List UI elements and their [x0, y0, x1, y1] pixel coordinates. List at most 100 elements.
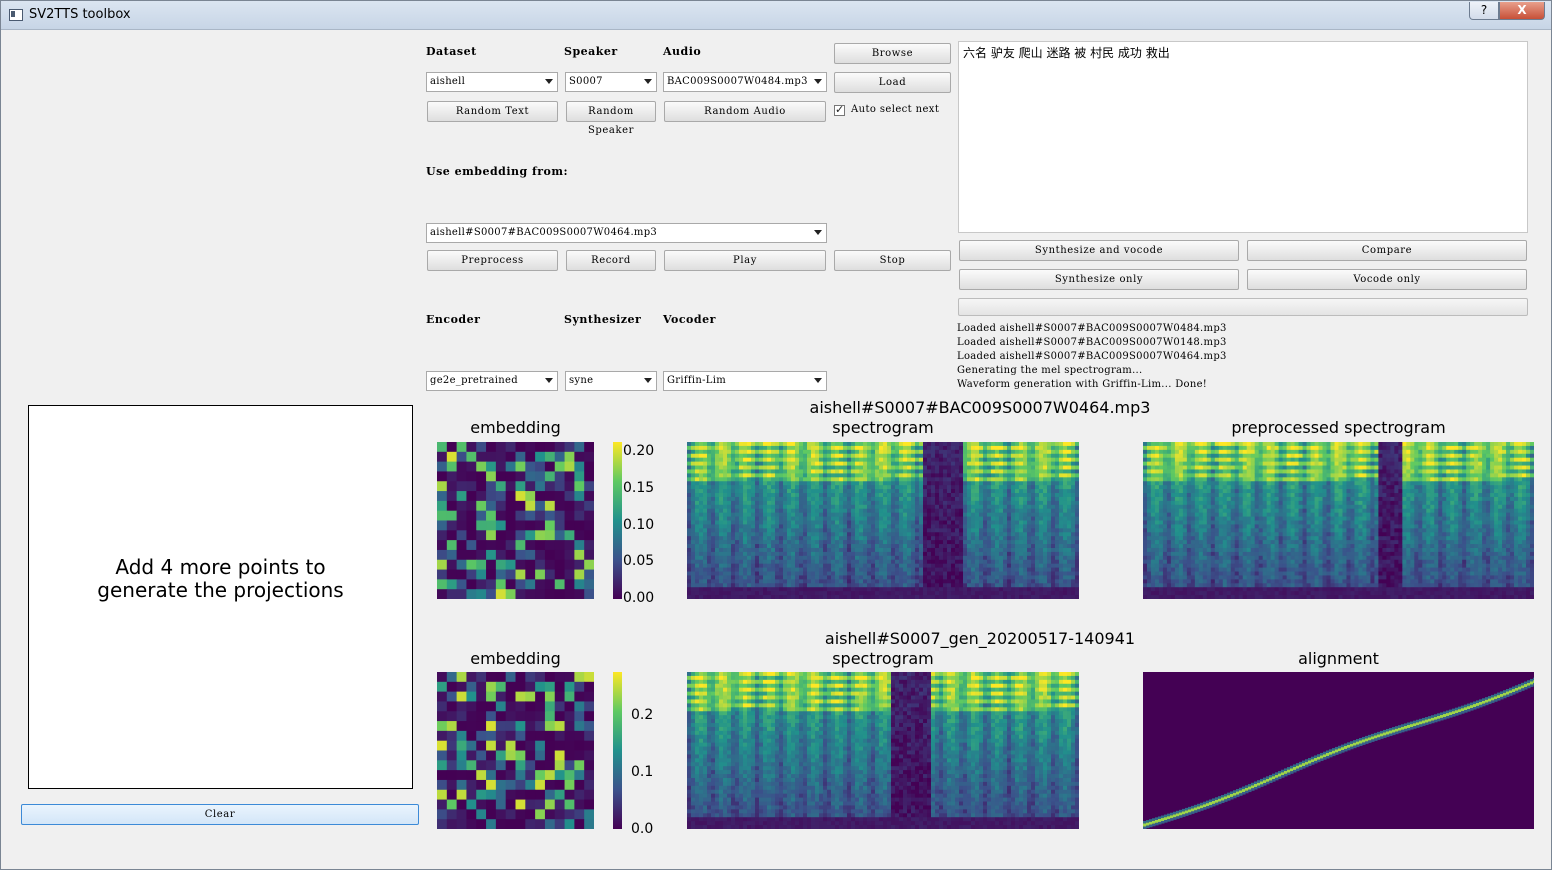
- plot-cell: [851, 540, 856, 545]
- plot-cell: [855, 512, 860, 518]
- plot-cell: [819, 528, 824, 533]
- vocode-only-button[interactable]: Vocode only: [1247, 269, 1527, 290]
- plot-cell: [939, 473, 944, 478]
- plot-cell: [799, 520, 804, 525]
- plot-cell: [695, 540, 700, 545]
- plot-cell: [1051, 547, 1056, 553]
- plot-cell: [995, 559, 1000, 565]
- plot-cell: [1186, 591, 1192, 596]
- plot-cell: [987, 579, 992, 584]
- plot-cell: [691, 544, 696, 549]
- plot-cell: [1047, 591, 1052, 596]
- plot-cell: [1011, 457, 1016, 463]
- plot-cell: [851, 449, 856, 455]
- play-button[interactable]: Play: [664, 250, 826, 271]
- embedding-select[interactable]: aishell#S0007#BAC009S0007W0464.mp3: [426, 223, 827, 243]
- plot-cell: [1027, 473, 1032, 478]
- plot-cell: [823, 453, 828, 459]
- plot-cell: [1166, 493, 1172, 498]
- plot-cell: [574, 579, 585, 590]
- plot-cell: [731, 504, 736, 510]
- plot-cell: [911, 489, 916, 494]
- plot-cell: [855, 563, 860, 569]
- plot-cell: [743, 587, 748, 592]
- plot-cell: [763, 575, 768, 580]
- plot-cell: [963, 555, 968, 561]
- synthesize-and-vocode-button[interactable]: Synthesize and vocode: [959, 240, 1239, 261]
- preprocess-button[interactable]: Preprocess: [427, 250, 558, 271]
- plot-cell: [715, 547, 720, 553]
- plot-cell: [951, 559, 956, 565]
- dataset-select[interactable]: aishell: [426, 72, 558, 92]
- clear-button[interactable]: Clear: [21, 804, 419, 825]
- plot-cell: [554, 491, 566, 502]
- plot-cell: [759, 516, 764, 521]
- plot-cell: [879, 532, 884, 537]
- plot-cell: [751, 442, 756, 447]
- plot-cell: [1015, 520, 1020, 525]
- plot-cell: [731, 591, 736, 596]
- plot-cell: [1150, 532, 1156, 537]
- plot-cell: [446, 559, 458, 571]
- plot-cell: [927, 520, 932, 525]
- plot-cell: [839, 485, 844, 490]
- plot-cell: [907, 493, 912, 498]
- synthesize-only-button[interactable]: Synthesize only: [959, 269, 1239, 290]
- plot-cell: [715, 595, 720, 599]
- plot-cell: [867, 555, 872, 561]
- plot-cell: [687, 457, 692, 463]
- speaker-select[interactable]: S0007: [565, 72, 657, 92]
- random-audio-button[interactable]: Random Audio: [664, 101, 826, 122]
- plot-cell: [699, 508, 704, 514]
- text-input[interactable]: 六名 驴友 爬山 迷路 被 村民 成功 救出: [958, 41, 1528, 233]
- vocoder-select[interactable]: Griffin-Lim: [663, 371, 827, 391]
- plot-cell: [987, 473, 992, 478]
- plot-cell: [446, 540, 458, 551]
- plot-cell: [1178, 485, 1184, 490]
- plot-cell: [1047, 536, 1052, 541]
- random-speaker-button[interactable]: Random Speaker: [566, 101, 656, 136]
- plot-cell: [947, 489, 952, 494]
- synthesizer-select[interactable]: syne: [565, 371, 657, 391]
- plot-cell: [699, 551, 704, 557]
- random-text-button[interactable]: Random Text: [427, 101, 558, 122]
- plot-cell: [1067, 567, 1072, 573]
- top-preprocessed-title: preprocessed spectrogram: [1231, 418, 1446, 437]
- plot-cell: [1035, 551, 1040, 557]
- encoder-select[interactable]: ge2e_pretrained: [426, 371, 558, 391]
- plot-cell: [827, 485, 832, 490]
- plot-cell: [1055, 551, 1060, 557]
- plot-cell: [827, 540, 832, 545]
- plot-cell: [807, 559, 812, 565]
- plot-cell: [799, 473, 804, 478]
- plot-cell: [911, 493, 916, 498]
- plot-cell: [1143, 559, 1148, 565]
- plot-cell: [719, 453, 724, 459]
- plot-cell: [1178, 453, 1184, 459]
- browse-button[interactable]: Browse: [834, 43, 951, 64]
- help-button[interactable]: ?: [1469, 2, 1499, 20]
- plot-cell: [1198, 461, 1204, 467]
- plot-cell: [975, 540, 980, 545]
- plot-cell: [1055, 485, 1060, 490]
- stop-button[interactable]: Stop: [834, 250, 951, 271]
- plot-cell: [739, 469, 744, 474]
- plot-cell: [1019, 445, 1024, 451]
- plot-cell: [959, 575, 964, 580]
- plot-cell: [987, 504, 992, 510]
- plot-cell: [955, 579, 960, 584]
- plot-cell: [1003, 540, 1008, 545]
- plot-cell: [871, 583, 876, 588]
- plot-cell: [1055, 528, 1060, 533]
- close-button[interactable]: X: [1499, 2, 1545, 20]
- plot-cell: [807, 591, 812, 596]
- load-button[interactable]: Load: [834, 72, 951, 93]
- auto-select-checkbox[interactable]: [834, 103, 845, 116]
- audio-select[interactable]: BAC009S0007W0484.mp3: [663, 72, 827, 92]
- plot-cell: [715, 457, 720, 463]
- plot-cell: [707, 477, 712, 482]
- compare-button[interactable]: Compare: [1247, 240, 1527, 261]
- plot-cell: [991, 496, 996, 502]
- title-bar[interactable]: SV2TTS toolbox ? X: [1, 1, 1551, 30]
- record-button[interactable]: Record: [566, 250, 656, 271]
